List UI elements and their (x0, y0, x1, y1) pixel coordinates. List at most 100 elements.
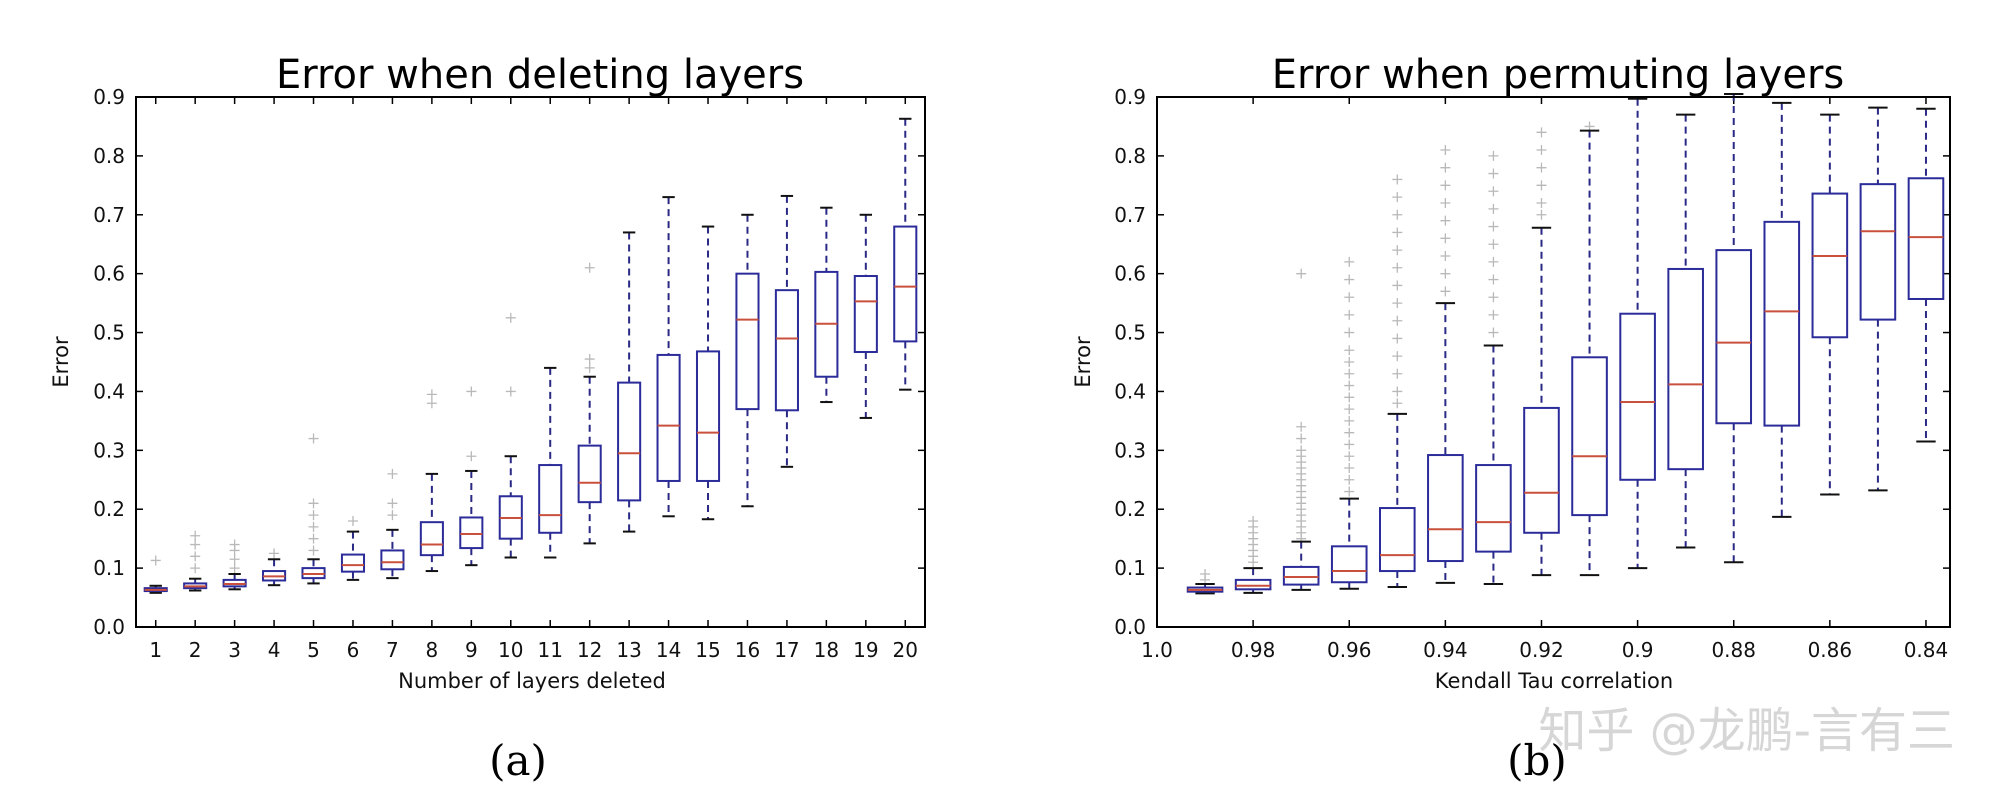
x-tick-label: 1.0 (1141, 638, 1173, 662)
iqr-box (419, 521, 444, 557)
x-tick-label: 2 (189, 638, 202, 662)
outlier-point (1440, 251, 1451, 261)
x-tick-label: 0.98 (1231, 638, 1276, 662)
outlier-point (1392, 174, 1403, 185)
y-tick-label: 0.2 (1114, 497, 1146, 521)
outlier-point (229, 554, 240, 565)
x-tick-label: 15 (695, 638, 720, 662)
iqr-box (1811, 192, 1849, 339)
outlier-point (466, 451, 477, 462)
outlier-point (584, 362, 595, 373)
box-3 (1282, 268, 1320, 591)
plot-frame (1156, 96, 1951, 628)
outlier-point (1344, 368, 1355, 379)
iqr-box (1282, 565, 1320, 586)
y-tick-label: 0.4 (1114, 379, 1146, 403)
box-12 (577, 262, 602, 545)
box-16 (735, 213, 760, 508)
outlier-point (1440, 180, 1451, 191)
outlier-point (1248, 516, 1259, 526)
panel-a-caption: (a) (489, 736, 547, 785)
x-tick-label: 5 (307, 638, 320, 662)
iqr-box (1379, 507, 1416, 573)
iqr-box (340, 553, 366, 573)
box-8 (1523, 127, 1560, 577)
outlier-point (1344, 486, 1355, 497)
y-tick-label: 0.6 (93, 262, 125, 286)
iqr-box (1234, 578, 1272, 591)
box-3 (222, 539, 247, 591)
x-tick-label: 20 (893, 638, 918, 662)
x-tick-label: 1 (149, 638, 162, 662)
outlier-point (1488, 203, 1499, 214)
outlier-point (1344, 404, 1355, 415)
y-tick-label: 0.8 (1114, 144, 1146, 168)
iqr-box (577, 444, 602, 504)
panel-a-title: Error when deleting layers (276, 52, 804, 98)
box-8 (419, 389, 444, 573)
outlier-point (1344, 345, 1355, 356)
box-10 (1619, 97, 1656, 570)
panel-b-ylabel: Error (1071, 336, 1095, 388)
panel-b: Error when permuting layers Error Kendal… (1071, 52, 1951, 785)
x-tick-label: 4 (268, 638, 281, 662)
outlier-point (1344, 463, 1355, 473)
outlier-point (308, 545, 319, 556)
box-4 (1330, 256, 1368, 590)
y-tick-label: 0.9 (1114, 85, 1146, 109)
outlier-point (1440, 233, 1451, 244)
outlier-point (584, 262, 595, 273)
outlier-point (1344, 451, 1355, 462)
watermark-text: 知乎 @龙鹏-言有三 (1538, 703, 1955, 759)
outlier-point (1392, 333, 1403, 344)
y-tick-label: 0.4 (93, 379, 125, 403)
y-tick-label: 0.7 (1114, 203, 1146, 227)
outlier-point (1344, 292, 1355, 303)
panel-a-plot: 1 2 3 4 5 6 7 8 9 10 11 12 13 14 15 16 17 18 19 200.00.10.2… (93, 85, 926, 662)
box-17 (774, 194, 799, 468)
x-tick-label: 6 (347, 638, 360, 662)
outlier-point (1440, 215, 1451, 226)
y-tick-label: 0.8 (93, 144, 125, 168)
outlier-point (387, 468, 398, 479)
iqr-box (735, 272, 760, 411)
outlier-point (308, 533, 319, 544)
x-tick-label: 16 (735, 638, 760, 662)
y-tick-label: 0.3 (93, 438, 125, 462)
box-5 (301, 433, 326, 585)
outlier-point (387, 498, 398, 509)
outlier-point (1440, 145, 1451, 155)
x-tick-label: 8 (426, 638, 439, 662)
outlier-point (1392, 351, 1403, 362)
panel-b-title: Error when permuting layers (1272, 52, 1844, 98)
outlier-point (1344, 274, 1355, 285)
outlier-point (1344, 474, 1355, 485)
outlier-point (1392, 262, 1403, 273)
iqr-box (1763, 220, 1801, 427)
x-tick-label: 12 (577, 638, 602, 662)
x-tick-label: 11 (537, 638, 562, 662)
iqr-box (1715, 249, 1753, 425)
iqr-box (1571, 356, 1608, 517)
x-tick-label: 14 (656, 638, 681, 662)
outlier-point (1440, 162, 1451, 173)
x-tick-label: 0.96 (1327, 638, 1372, 662)
x-tick-label: 17 (774, 638, 799, 662)
iqr-box (1619, 312, 1656, 481)
box-11 (1667, 113, 1704, 549)
box-18 (814, 206, 839, 404)
y-tick-label: 0.1 (93, 556, 125, 580)
panel-b-plot: 1.0 0.98 0.96 0.94 0.92 0.9 0.88 0.86 0.84 0.0 0.1… (1114, 85, 1951, 662)
iqr-box (459, 516, 484, 550)
x-tick-label: 0.88 (1711, 638, 1756, 662)
iqr-box (538, 464, 563, 534)
outlier-point (1488, 327, 1499, 338)
box-1 (143, 555, 168, 594)
outlier-point (1440, 268, 1451, 279)
x-tick-label: 0.92 (1519, 638, 1564, 662)
iqr-box (1427, 454, 1464, 563)
outlier-point (426, 389, 437, 400)
outlier-point (1488, 221, 1499, 232)
outlier-point (1200, 569, 1211, 579)
